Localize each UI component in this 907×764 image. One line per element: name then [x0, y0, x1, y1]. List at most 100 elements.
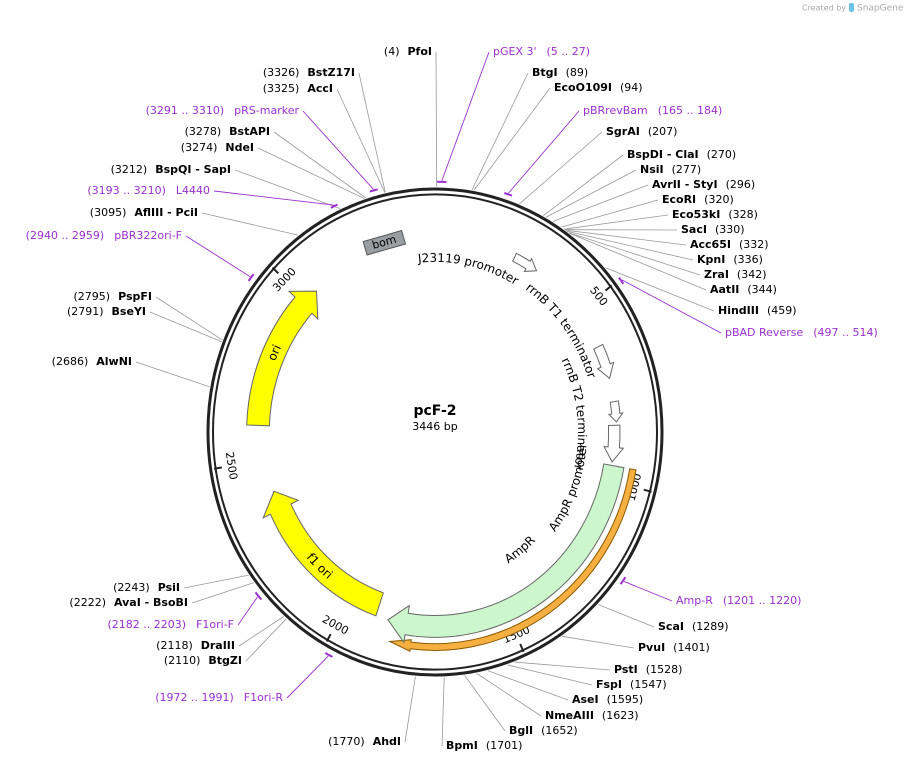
- feature-label-text: AmpR: [502, 533, 538, 566]
- primer-site: [369, 188, 378, 193]
- enzyme-leader: [487, 670, 569, 701]
- enzyme-label: (2110) BtgZI: [164, 654, 242, 667]
- primer-label: (3193 .. 3210) L4440: [87, 184, 210, 197]
- enzyme-name: BtgZI: [208, 654, 242, 667]
- enzyme-leader: [234, 169, 341, 209]
- credit-logo: [849, 3, 854, 12]
- enzyme-name: SgrAI: [606, 125, 640, 138]
- primer-leader: [623, 581, 673, 602]
- primer-site: [503, 192, 513, 197]
- primer-name: F1ori-F: [196, 618, 234, 631]
- enzyme-leader: [273, 131, 367, 199]
- feature-arrow: [262, 490, 384, 617]
- enzyme-site: (1547): [630, 678, 667, 691]
- enzyme-name: SacI: [681, 223, 707, 236]
- enzyme-leader: [605, 267, 715, 312]
- enzyme-label: (3212) BspQI - SapI: [111, 163, 231, 176]
- tick-label: 500: [587, 284, 610, 309]
- enzyme-site: (344): [747, 283, 777, 296]
- enzyme-label: SacI (330): [681, 223, 745, 236]
- tick-mark: [213, 466, 223, 470]
- enzyme-leader: [561, 635, 635, 649]
- feature-box: [362, 229, 407, 256]
- enzyme-name: NdeI: [225, 141, 254, 154]
- enzyme-leader: [473, 87, 551, 191]
- enzyme-label: BglI (1652): [509, 724, 578, 737]
- enzyme-name: NmeAIII: [545, 709, 594, 722]
- tick-mark: [271, 266, 280, 275]
- enzyme-label: ScaI (1289): [658, 620, 729, 633]
- primer-label: (2940 .. 2959) pBR322ori-F: [26, 229, 182, 242]
- enzyme-site: (1770): [328, 735, 365, 748]
- enzyme-label: SgrAI (207): [606, 125, 677, 138]
- enzyme-label: HindIII (459): [718, 304, 797, 317]
- credit-brand: SnapGene: [857, 4, 904, 14]
- enzyme-leader: [191, 582, 255, 604]
- enzyme-name: PspFI: [118, 290, 152, 303]
- primer-name: L4440: [176, 184, 210, 197]
- feature-arrow: [246, 290, 319, 427]
- enzyme-site: (3274): [181, 141, 218, 154]
- enzyme-name: AflIII - PciI: [134, 206, 198, 219]
- enzyme-name: PvuI: [638, 641, 665, 654]
- feature-arrow: [387, 463, 625, 644]
- enzyme-site: (1701): [486, 739, 523, 752]
- primer-label: pBRrevBam (165 .. 184): [583, 104, 722, 117]
- enzyme-leader: [257, 147, 365, 199]
- feature-label: ori: [265, 342, 284, 362]
- primer-name: Amp-R: [676, 594, 713, 607]
- enzyme-leader: [566, 230, 694, 261]
- primer-label: (2182 .. 2203) F1ori-F: [108, 618, 235, 631]
- enzyme-name: AvaI - BsoBI: [114, 596, 188, 609]
- primer-label: (3291 .. 3310) pRS-marker: [146, 104, 300, 117]
- enzyme-site: (270): [707, 148, 737, 161]
- enzyme-site: (207): [648, 125, 678, 138]
- primer-label: Amp-R (1201 .. 1220): [676, 594, 801, 607]
- primer-leader: [185, 235, 251, 278]
- primer-name: pBRrevBam: [583, 104, 648, 117]
- primer-leader: [302, 110, 374, 190]
- enzyme-label: (2222) AvaI - BsoBI: [69, 596, 188, 609]
- enzyme-label: (2795) PspFI: [74, 290, 152, 303]
- primer-label: pBAD Reverse (497 .. 514): [725, 326, 878, 339]
- tick-mark: [604, 284, 613, 292]
- enzyme-site: (1595): [607, 693, 644, 706]
- enzyme-label: NsiI (277): [640, 163, 701, 176]
- enzyme-name: AhdI: [373, 735, 401, 748]
- primer-leader: [621, 279, 722, 334]
- enzyme-label: (3095) AflIII - PciI: [90, 206, 198, 219]
- primer-label: (1972 .. 1991) F1ori-R: [155, 691, 283, 704]
- enzyme-leader: [569, 232, 707, 291]
- primer-name: pGEX 3': [493, 45, 537, 58]
- enzyme-name: BpmI: [446, 739, 478, 752]
- enzyme-leader: [507, 664, 593, 686]
- enzyme-leader: [597, 604, 655, 628]
- primer-site: [254, 591, 263, 601]
- enzyme-name: AlwNI: [96, 355, 132, 368]
- backbone-outer: [206, 187, 664, 677]
- enzyme-site: (3095): [90, 206, 127, 219]
- enzyme-site: (332): [739, 238, 769, 251]
- tick-label: 2500: [223, 451, 240, 481]
- enzyme-name: EcoO109I: [554, 81, 612, 94]
- enzyme-site: (1289): [692, 620, 729, 633]
- enzyme-leader: [519, 131, 603, 205]
- enzyme-name: KpnI: [697, 253, 725, 266]
- enzyme-leader: [201, 212, 299, 236]
- enzyme-name: Eco53kI: [672, 208, 720, 221]
- enzyme-site: (94): [620, 81, 643, 94]
- enzyme-leader: [245, 618, 287, 662]
- enzyme-label: (2118) DraIII: [156, 639, 235, 652]
- enzyme-site: (2222): [69, 596, 106, 609]
- enzyme-site: (330): [715, 223, 745, 236]
- enzyme-label: EcoO109I (94): [554, 81, 643, 94]
- enzyme-site: (328): [728, 208, 758, 221]
- enzyme-leader: [564, 214, 669, 230]
- enzyme-label: (1770) AhdI: [328, 735, 401, 748]
- enzyme-label: Acc65I (332): [690, 238, 769, 251]
- enzyme-name: DraIII: [201, 639, 235, 652]
- enzyme-label: PvuI (1401): [638, 641, 710, 654]
- enzyme-name: BstZ17I: [307, 66, 355, 79]
- enzyme-name: BstAPI: [229, 125, 270, 138]
